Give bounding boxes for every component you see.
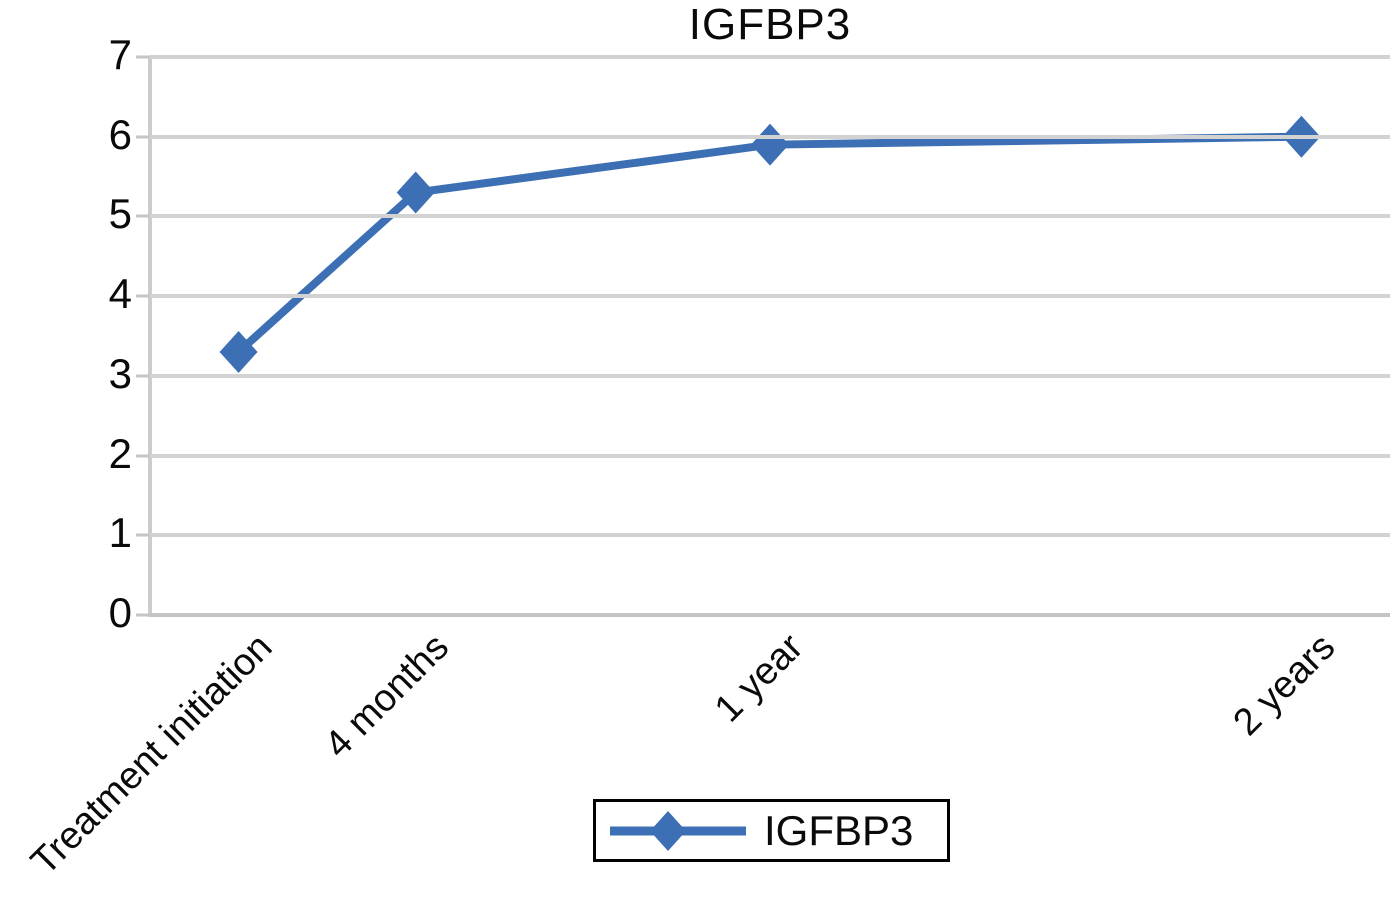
y-tick-5 bbox=[136, 214, 150, 218]
y-axis-label-4: 4 bbox=[108, 270, 132, 318]
data-point-marker-2 bbox=[751, 123, 789, 166]
series-line bbox=[235, 132, 1302, 355]
y-tick-6 bbox=[136, 135, 150, 139]
gridline-y-1 bbox=[150, 533, 1390, 538]
legend-label: IGFBP3 bbox=[764, 806, 914, 854]
y-axis-label-1: 1 bbox=[108, 509, 132, 557]
chart-title: IGFBP3 bbox=[688, 0, 852, 49]
y-axis-label-5: 5 bbox=[108, 190, 132, 238]
line-series-igfbp3 bbox=[219, 115, 1321, 373]
y-tick-3 bbox=[136, 374, 150, 378]
y-axis-label-7: 7 bbox=[108, 31, 132, 79]
gridline-y-2 bbox=[150, 453, 1390, 458]
gridline-y-6 bbox=[150, 134, 1390, 139]
y-tick-2 bbox=[136, 454, 150, 458]
gridline-y-7 bbox=[150, 55, 1390, 59]
x-axis-label-1: 4 months bbox=[317, 626, 458, 767]
data-point-marker-1 bbox=[396, 171, 435, 214]
y-axis-line bbox=[148, 57, 152, 617]
y-tick-7 bbox=[136, 55, 150, 59]
y-tick-1 bbox=[136, 533, 150, 537]
x-axis-label-2: 1 year bbox=[707, 626, 812, 731]
gridline-y-4 bbox=[150, 294, 1390, 299]
data-point-marker-0 bbox=[219, 330, 258, 373]
legend: IGFBP3 bbox=[593, 799, 950, 862]
y-axis-label-0: 0 bbox=[108, 589, 132, 637]
y-axis-label-2: 2 bbox=[108, 429, 132, 477]
y-tick-4 bbox=[136, 294, 150, 298]
plot-area bbox=[150, 55, 1390, 617]
gridline-y-5 bbox=[150, 214, 1390, 219]
gridline-y-3 bbox=[150, 373, 1390, 378]
y-axis-label-6: 6 bbox=[108, 110, 132, 158]
legend-line-marker-icon bbox=[610, 810, 746, 851]
y-tick-0 bbox=[136, 613, 150, 617]
gridline-y-0 bbox=[150, 613, 1390, 617]
x-axis-label-3: 2 years bbox=[1225, 626, 1344, 744]
x-axis-label-0: Treatment initiation bbox=[23, 626, 281, 884]
y-axis-label-3: 3 bbox=[108, 349, 132, 397]
